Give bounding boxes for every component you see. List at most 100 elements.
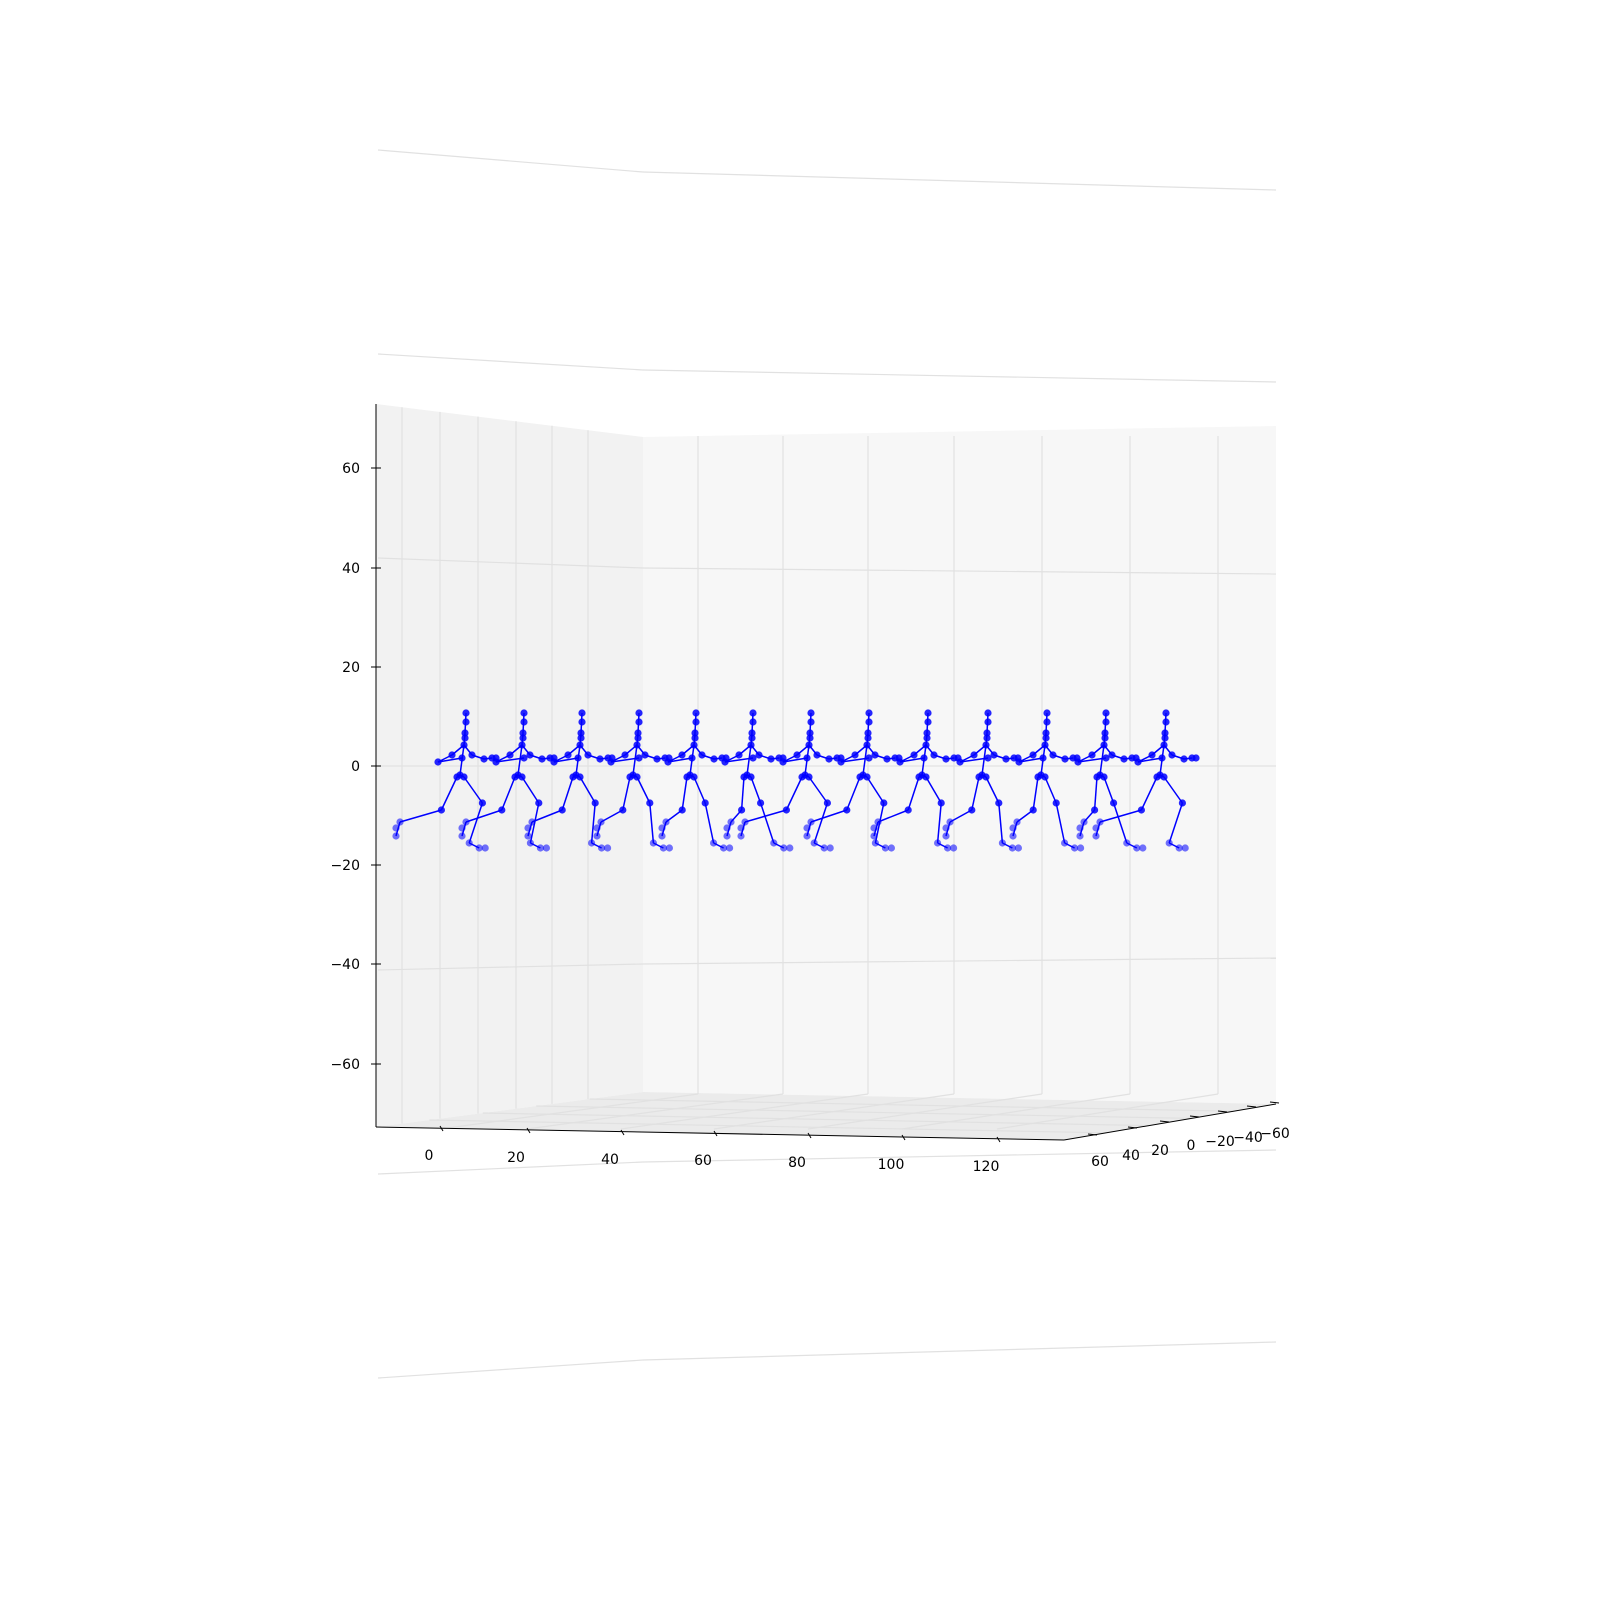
skeleton-joint	[1049, 751, 1057, 759]
skeleton-joint	[692, 718, 700, 726]
skeleton-joint	[749, 754, 757, 762]
skeleton-joint	[1002, 755, 1010, 763]
skeleton-joint	[524, 832, 532, 840]
skeleton-bone	[437, 757, 463, 763]
skeleton-joint	[524, 824, 532, 832]
skeleton-joint	[944, 844, 952, 852]
skeleton-joint	[865, 754, 873, 762]
grid-line	[377, 353, 644, 371]
skeleton-joint	[843, 806, 851, 814]
skeleton-frame	[721, 709, 794, 852]
skeleton-joint	[448, 751, 456, 759]
skeleton-bone	[1103, 776, 1115, 804]
skeleton-joint	[806, 734, 814, 742]
skeleton-joint	[924, 709, 932, 717]
skeleton-frame	[658, 709, 734, 852]
skeleton-joint	[1134, 758, 1142, 766]
skeleton-joint	[453, 773, 461, 781]
skeleton-joint	[634, 729, 642, 737]
skeleton-joint	[820, 844, 828, 852]
grid-line	[642, 957, 1277, 965]
skeleton-bone	[862, 744, 868, 776]
skeleton-joint	[1009, 832, 1017, 840]
skeleton-joint	[688, 754, 696, 762]
skeleton-joint	[662, 818, 670, 826]
skeleton-bone	[840, 757, 870, 763]
skeleton-joint	[823, 799, 832, 807]
skeleton-joint	[598, 844, 606, 852]
skeleton-joint	[460, 773, 468, 781]
skeleton-joint	[518, 773, 526, 781]
skeleton-bone	[746, 744, 752, 776]
skeleton-bone	[600, 809, 624, 823]
skeleton-bone	[495, 757, 525, 763]
skeleton-joint	[837, 758, 845, 766]
z-tick-label: 0	[351, 759, 360, 775]
skeleton-bone	[785, 776, 803, 811]
skeleton-joint	[1165, 839, 1173, 847]
grid-line	[377, 1359, 644, 1379]
skeleton-joint	[519, 729, 527, 737]
skeleton-joint	[881, 844, 890, 852]
skeleton-bone	[750, 776, 762, 804]
skeleton-joint	[741, 818, 749, 826]
skeleton-frame	[803, 709, 903, 852]
skeleton-joint	[749, 718, 757, 726]
y-tick	[1217, 1110, 1228, 1113]
grid-line	[642, 567, 1277, 575]
skeleton-joint	[727, 818, 735, 826]
skeleton-joint	[649, 839, 658, 847]
skeleton-joint	[984, 709, 992, 717]
skeleton-joint	[998, 839, 1007, 847]
skeleton-joint	[690, 741, 698, 749]
skeleton-joint	[1101, 734, 1109, 742]
skeleton-bone	[877, 809, 909, 823]
skeleton-bone	[610, 757, 640, 763]
skeleton-joint	[770, 839, 778, 847]
skeleton-joint	[757, 799, 765, 807]
grid-line	[377, 557, 644, 569]
skeleton-joint	[678, 751, 686, 759]
x-tick	[713, 1130, 718, 1137]
skeleton-joint	[396, 818, 404, 826]
skeleton-joint	[942, 755, 950, 763]
skeleton-bone	[866, 776, 885, 804]
skeleton-joint	[1100, 741, 1108, 749]
skeleton-joint	[596, 755, 604, 763]
skeleton-joint	[1102, 754, 1110, 762]
skeleton-joint	[735, 751, 743, 759]
skeleton-joint	[520, 754, 528, 762]
skeleton-joint	[1029, 806, 1037, 814]
skeleton-bone	[463, 776, 484, 804]
skeleton-joint	[633, 741, 641, 749]
skeleton-joint	[434, 758, 442, 766]
x-tick	[807, 1132, 812, 1139]
skeleton-bone	[1044, 776, 1057, 804]
skeleton-joint	[621, 751, 629, 759]
skeleton-joint	[1160, 741, 1168, 749]
skeleton-joint	[970, 751, 978, 759]
y-tick-label: −40	[1233, 1130, 1263, 1146]
skeleton-bone	[813, 802, 829, 844]
skeleton-joint	[864, 734, 872, 742]
skeleton-bone	[465, 809, 503, 823]
grid-line	[901, 1093, 1131, 1130]
y-tick-label: 0	[1187, 1138, 1196, 1154]
x-tick-label: 100	[878, 1157, 905, 1173]
skeleton-joint	[1162, 718, 1170, 726]
skeleton-joint	[871, 839, 880, 847]
skeleton-bone	[399, 809, 442, 823]
skeleton-joint	[1180, 755, 1188, 763]
skeleton-joint	[803, 832, 811, 840]
skeleton-joint	[1148, 751, 1156, 759]
y-tick	[1269, 1101, 1280, 1104]
skeleton-bone	[440, 776, 458, 811]
skeleton-joint	[1043, 709, 1051, 717]
skeleton-joint	[691, 734, 699, 742]
x-tick-label: 40	[601, 1152, 619, 1168]
skeleton-joint	[749, 709, 757, 717]
skeleton-joint	[904, 806, 912, 814]
skeleton-joint	[492, 758, 500, 766]
x-tick	[901, 1134, 906, 1141]
skeleton-bone	[1140, 776, 1158, 811]
